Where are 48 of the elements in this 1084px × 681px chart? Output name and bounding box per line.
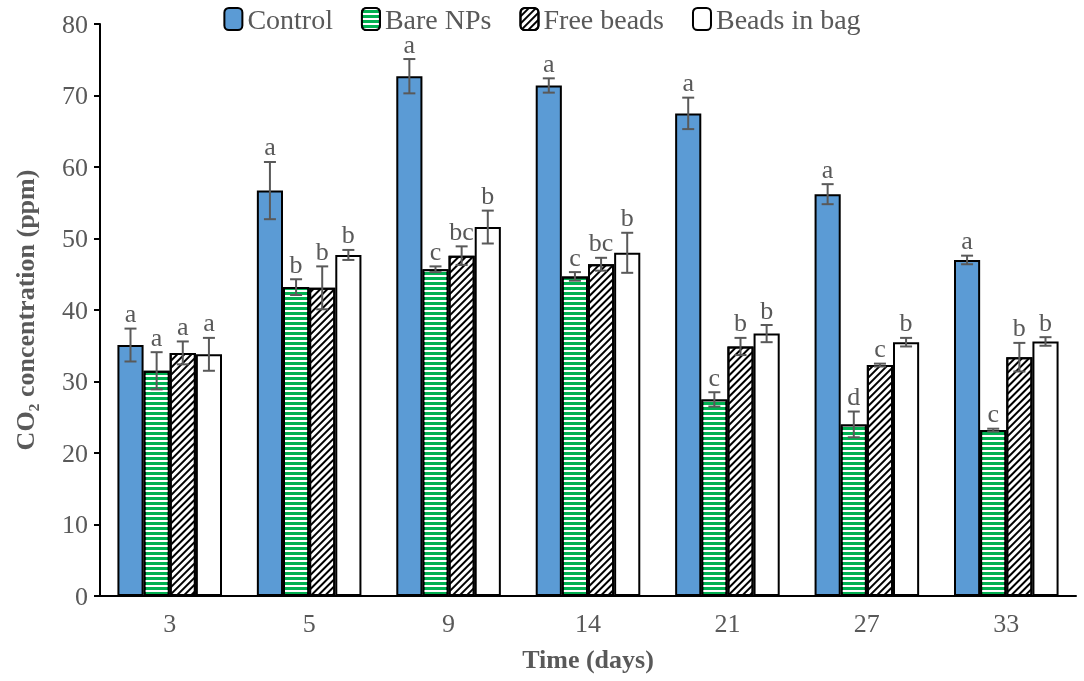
data-label: a [177, 311, 190, 341]
data-label: a [264, 132, 277, 162]
data-label: b [315, 236, 329, 266]
data-label: a [961, 226, 974, 256]
x-tick-label: 21 [714, 608, 741, 638]
y-tick-label: 60 [62, 152, 88, 182]
y-tick-label: 0 [75, 581, 88, 611]
y-tick-label: 80 [62, 9, 88, 39]
data-label: b [289, 249, 303, 279]
y-tick-label: 50 [62, 224, 88, 253]
data-label: a [543, 48, 556, 78]
legend-label: Beads in bag [715, 3, 861, 35]
data-label: bc [449, 216, 474, 246]
data-label: c [987, 399, 999, 429]
x-tick-label: 9 [442, 608, 456, 638]
x-tick-label: 33 [993, 608, 1020, 638]
data-label: b [1012, 313, 1026, 343]
data-label: b [1039, 307, 1052, 337]
x-tick-label: 14 [575, 608, 601, 638]
y-tick-label: 30 [62, 367, 88, 396]
data-label: b [899, 308, 913, 338]
data-label: b [341, 220, 355, 250]
data-label: d [847, 382, 861, 412]
data-label: b [620, 203, 634, 233]
x-tick-label: 5 [302, 608, 316, 638]
data-label: c [569, 242, 581, 272]
data-label: a [150, 322, 163, 352]
y-tick-label: 10 [62, 510, 88, 539]
x-tick-label: 3 [163, 608, 177, 638]
y-tick-label: 20 [62, 438, 88, 468]
data-label: a [203, 308, 216, 338]
data-label: b [481, 181, 495, 211]
y-tick-label: 70 [62, 81, 88, 110]
y-tick-label: 40 [62, 295, 88, 325]
data-label: b [734, 308, 747, 338]
data-label: a [682, 68, 695, 98]
data-label: a [821, 154, 834, 184]
y-axis-title: CO₂ concentration (ppm) [10, 169, 40, 451]
legend-label: Control [247, 3, 334, 35]
x-axis-title: Time (days) [522, 644, 654, 674]
legend-label: Free beads [543, 3, 664, 35]
data-label: c [708, 362, 721, 392]
data-label: c [874, 334, 886, 364]
data-label: a [124, 299, 137, 329]
data-label: b [760, 295, 774, 325]
x-tick-label: 27 [853, 608, 880, 638]
data-label: bc [588, 228, 614, 258]
data-label: c [429, 236, 442, 266]
